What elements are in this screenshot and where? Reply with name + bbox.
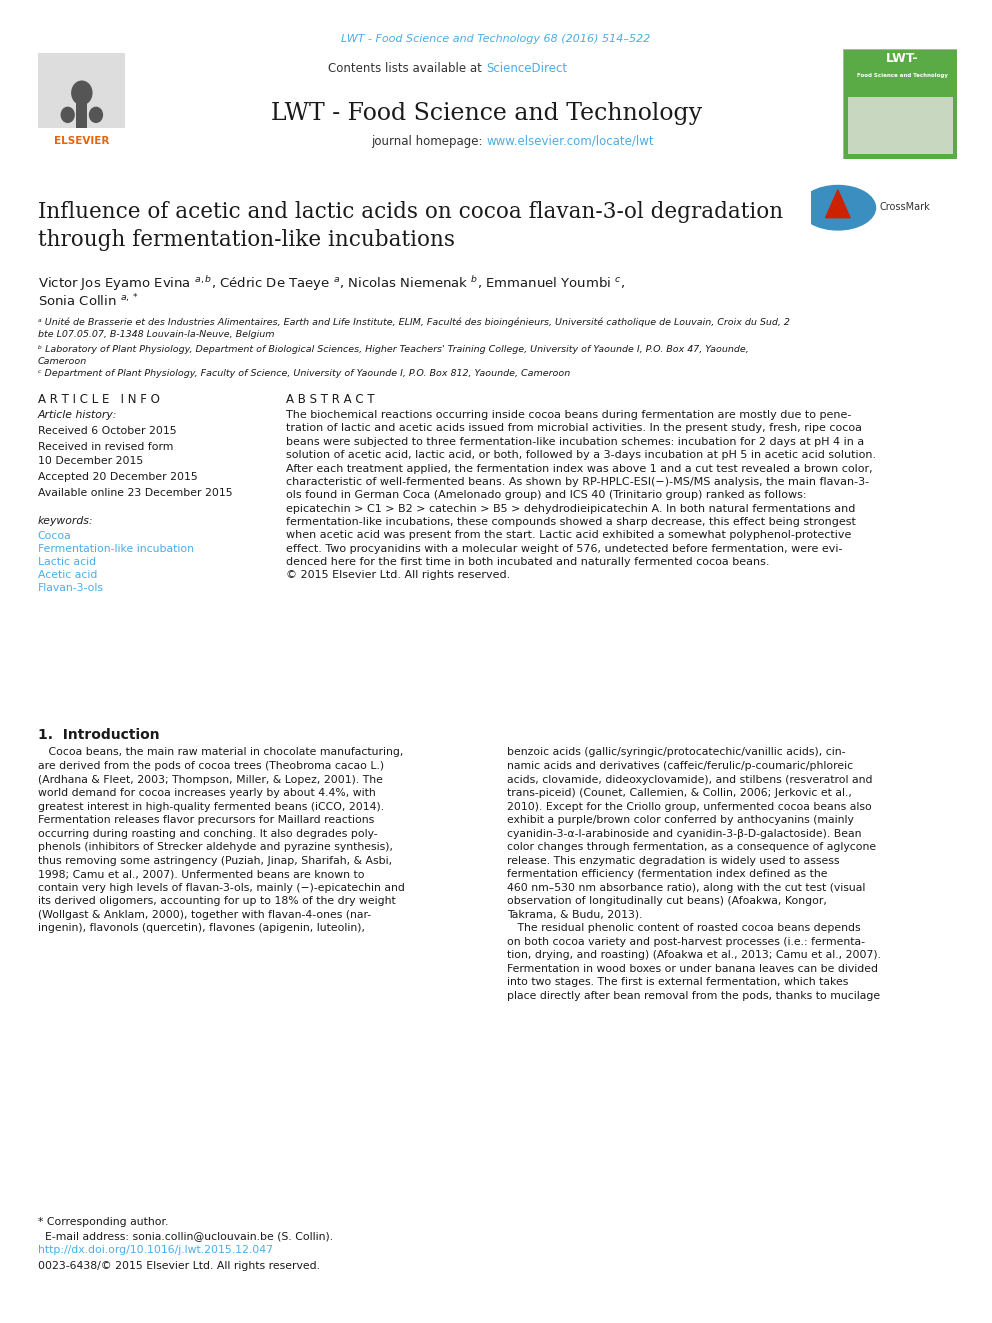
Text: Food Science and Technology: Food Science and Technology: [857, 73, 948, 78]
Text: journal homepage:: journal homepage:: [371, 135, 486, 148]
Text: Available online 23 December 2015: Available online 23 December 2015: [38, 488, 232, 499]
Text: Sonia Collin $^{a, *}$: Sonia Collin $^{a, *}$: [38, 292, 138, 310]
Text: Received in revised form: Received in revised form: [38, 442, 173, 452]
Text: ELSEVIER: ELSEVIER: [55, 135, 109, 146]
Text: 1.  Introduction: 1. Introduction: [38, 728, 160, 742]
Text: ScienceDirect: ScienceDirect: [486, 62, 567, 75]
Text: Cocoa: Cocoa: [38, 531, 71, 541]
Text: ᵇ Laboratory of Plant Physiology, Department of Biological Sciences, Higher Teac: ᵇ Laboratory of Plant Physiology, Depart…: [38, 345, 748, 366]
Circle shape: [62, 107, 74, 122]
Circle shape: [89, 107, 102, 122]
Text: LWT-: LWT-: [886, 52, 919, 65]
Text: Lactic acid: Lactic acid: [38, 557, 96, 568]
Circle shape: [71, 81, 92, 105]
Bar: [39, 53, 125, 128]
Text: LWT - Food Science and Technology 68 (2016) 514–522: LWT - Food Science and Technology 68 (20…: [341, 34, 651, 45]
Text: * Corresponding author.
  E-mail address: sonia.collin@uclouvain.be (S. Collin).: * Corresponding author. E-mail address: …: [38, 1217, 333, 1241]
Text: keywords:: keywords:: [38, 516, 93, 527]
Text: Victor Jos Eyamo Evina $^{a, b}$, Cédric De Taeye $^{a}$, Nicolas Niemenak $^{b}: Victor Jos Eyamo Evina $^{a, b}$, Cédric…: [38, 274, 625, 292]
Text: Contents lists available at: Contents lists available at: [328, 62, 486, 75]
Text: Received 6 October 2015: Received 6 October 2015: [38, 426, 177, 437]
Polygon shape: [825, 191, 850, 218]
Text: ᶜ Department of Plant Physiology, Faculty of Science, University of Yaounde I, P: ᶜ Department of Plant Physiology, Facult…: [38, 369, 570, 378]
Text: benzoic acids (gallic/syringic/protocatechic/vanillic acids), cin-
namic acids a: benzoic acids (gallic/syringic/protocate…: [507, 747, 881, 1002]
Bar: [76, 95, 87, 128]
Text: http://dx.doi.org/10.1016/j.lwt.2015.12.047: http://dx.doi.org/10.1016/j.lwt.2015.12.…: [38, 1245, 273, 1256]
Circle shape: [801, 185, 876, 230]
Text: 0023-6438/© 2015 Elsevier Ltd. All rights reserved.: 0023-6438/© 2015 Elsevier Ltd. All right…: [38, 1261, 319, 1271]
Text: LWT - Food Science and Technology: LWT - Food Science and Technology: [271, 102, 701, 124]
Text: Cocoa beans, the main raw material in chocolate manufacturing,
are derived from : Cocoa beans, the main raw material in ch…: [38, 747, 405, 933]
Bar: [848, 98, 952, 155]
Text: A B S T R A C T: A B S T R A C T: [286, 393, 374, 406]
Text: A R T I C L E   I N F O: A R T I C L E I N F O: [38, 393, 160, 406]
Text: Influence of acetic and lactic acids on cocoa flavan-3-ol degradation
through fe: Influence of acetic and lactic acids on …: [38, 201, 783, 251]
Text: Flavan-3-ols: Flavan-3-ols: [38, 583, 104, 594]
Text: CrossMark: CrossMark: [879, 201, 930, 212]
Text: www.elsevier.com/locate/lwt: www.elsevier.com/locate/lwt: [486, 135, 654, 148]
Text: Accepted 20 December 2015: Accepted 20 December 2015: [38, 472, 197, 483]
Text: Acetic acid: Acetic acid: [38, 570, 97, 581]
Text: The biochemical reactions occurring inside cocoa beans during fermentation are m: The biochemical reactions occurring insi…: [286, 410, 876, 581]
Text: ᵃ Unité de Brasserie et des Industries Alimentaires, Earth and Life Institute, E: ᵃ Unité de Brasserie et des Industries A…: [38, 318, 790, 339]
Text: Fermentation-like incubation: Fermentation-like incubation: [38, 544, 193, 554]
Text: Article history:: Article history:: [38, 410, 117, 421]
Text: 10 December 2015: 10 December 2015: [38, 456, 143, 467]
